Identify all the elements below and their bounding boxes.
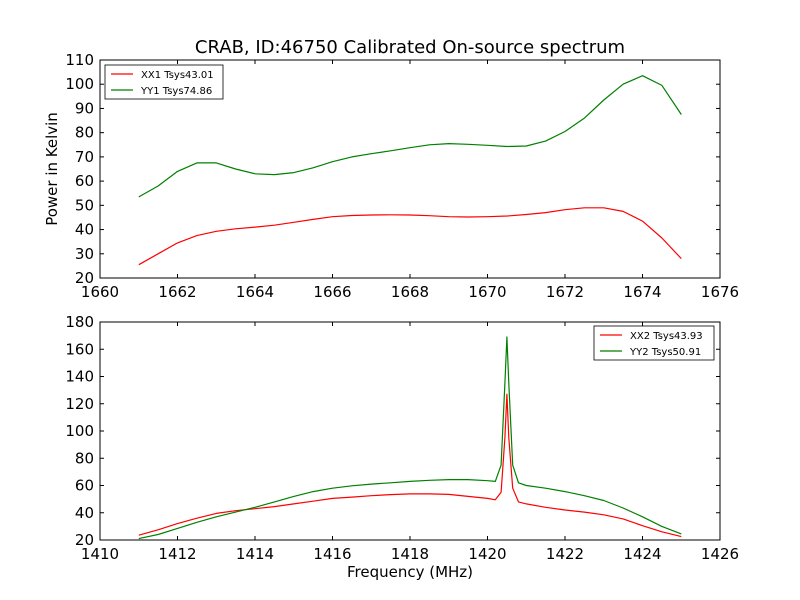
top-series-line-1 — [138, 75, 682, 198]
bottom-xtick-label: 1426 — [701, 545, 739, 563]
bottom-xtick-label: 1418 — [391, 545, 429, 563]
top-legend: XX1 Tsys43.01 YY1 Tsys74.86 — [104, 64, 224, 100]
top-ytick-label: 20 — [75, 269, 94, 287]
bottom-xtick-label: 1416 — [313, 545, 351, 563]
top-xtick-label: 1664 — [236, 283, 274, 301]
bottom-chart: 1410 1412 1414 1416 1418 1420 1422 1424 1426 20 4… — [65, 313, 739, 581]
top-ytick-label: 90 — [75, 99, 94, 117]
bottom-ytick-label: 160 — [65, 340, 94, 358]
bottom-xtick-label: 1412 — [158, 545, 196, 563]
top-xtick-label: 1668 — [391, 283, 429, 301]
top-chart: 1660 1662 1664 1666 1668 1670 1672 1674 1676 20 3… — [43, 51, 739, 301]
bottom-ytick-label: 180 — [65, 313, 94, 331]
top-ytick-label: 40 — [75, 221, 94, 239]
top-xtick-label: 1676 — [701, 283, 739, 301]
bottom-xtick-label: 1420 — [468, 545, 506, 563]
top-ytick-label: 30 — [75, 245, 94, 263]
top-xtick-label: 1666 — [313, 283, 351, 301]
top-y-axis-label: Power in Kelvin — [43, 112, 61, 226]
top-y-ticks: 20 30 40 50 60 70 80 90 100 110 — [65, 51, 720, 287]
bottom-ytick-label: 20 — [75, 531, 94, 549]
chart-title: CRAB, ID:46750 Calibrated On-source spec… — [195, 37, 625, 58]
top-ytick-label: 50 — [75, 196, 94, 214]
bottom-x-axis-label: Frequency (MHz) — [347, 563, 473, 581]
top-ytick-label: 60 — [75, 172, 94, 190]
bottom-legend-label-yy2: YY2 Tsys50.91 — [629, 347, 701, 358]
bottom-ytick-label: 140 — [65, 368, 94, 386]
top-legend-box — [104, 64, 224, 100]
top-xtick-label: 1662 — [158, 283, 196, 301]
bottom-xtick-label: 1410 — [81, 545, 119, 563]
top-xtick-label: 1672 — [546, 283, 584, 301]
top-ytick-label: 70 — [75, 148, 94, 166]
bottom-ytick-label: 120 — [65, 395, 94, 413]
bottom-x-ticks: 1410 1412 1414 1416 1418 1420 1422 1424 1426 — [81, 322, 739, 563]
bottom-ytick-label: 100 — [65, 422, 94, 440]
top-ytick-label: 80 — [75, 124, 94, 142]
top-xtick-label: 1670 — [468, 283, 506, 301]
top-ytick-label: 110 — [65, 51, 94, 69]
bottom-legend: XX2 Tsys43.93 YY2 Tsys50.91 — [593, 325, 715, 361]
top-x-ticks: 1660 1662 1664 1666 1668 1670 1672 1674 1676 — [81, 60, 739, 301]
bottom-xtick-label: 1422 — [546, 545, 584, 563]
bottom-ytick-label: 60 — [75, 477, 94, 495]
top-legend-label-yy1: YY1 Tsys74.86 — [140, 86, 212, 97]
bottom-ytick-label: 40 — [75, 504, 94, 522]
bottom-series-line-1 — [138, 336, 682, 540]
bottom-legend-label-xx2: XX2 Tsys43.93 — [630, 331, 703, 342]
bottom-y-ticks: 20 40 60 80 100 120 140 160 180 — [65, 313, 720, 549]
top-legend-label-xx1: XX1 Tsys43.01 — [141, 70, 214, 81]
bottom-xtick-label: 1414 — [236, 545, 274, 563]
top-ytick-label: 100 — [65, 75, 94, 93]
bottom-plot-area — [138, 336, 682, 540]
top-xtick-label: 1660 — [81, 283, 119, 301]
bottom-legend-box — [593, 325, 715, 361]
top-series-line-0 — [138, 207, 682, 266]
bottom-ytick-label: 80 — [75, 449, 94, 467]
top-xtick-label: 1674 — [623, 283, 661, 301]
top-plot-area — [138, 75, 682, 266]
bottom-xtick-label: 1424 — [623, 545, 661, 563]
